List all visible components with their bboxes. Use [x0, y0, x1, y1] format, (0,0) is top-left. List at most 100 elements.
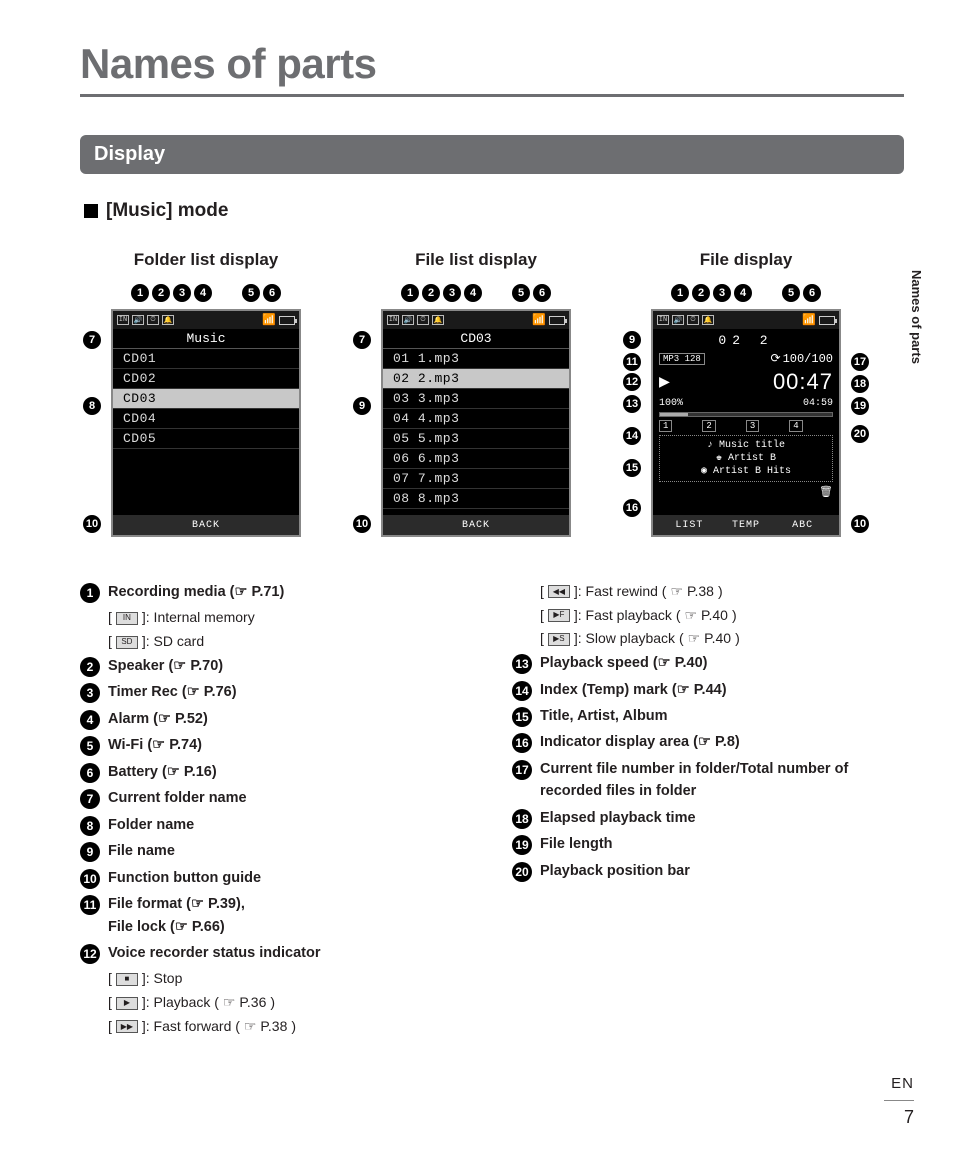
callout-5: 5: [782, 284, 800, 302]
list-row: CD02: [113, 369, 299, 389]
folder-footer: BACK: [113, 515, 299, 535]
legend-item-9: 9File name: [80, 840, 472, 862]
wifi-icon: 📶: [262, 313, 276, 327]
callout-4: 4: [194, 284, 212, 302]
legend-badge: 1: [80, 583, 100, 603]
page-footer: EN 7: [884, 1075, 914, 1128]
legend-badge: 13: [512, 654, 532, 674]
callout-2: 2: [152, 284, 170, 302]
legend-badge: 5: [80, 736, 100, 756]
callout-5: 5: [242, 284, 260, 302]
battery-icon: [279, 316, 295, 325]
legend-badge: 9: [80, 842, 100, 862]
legend-badge: 6: [80, 763, 100, 783]
mode-heading: [Music] mode: [84, 200, 904, 222]
callout-2: 2: [692, 284, 710, 302]
timer-icon: ⏱: [147, 315, 159, 325]
legend-badge: 10: [80, 869, 100, 889]
legend-item-11: 11File format (P.39),File lock (P.66): [80, 893, 472, 938]
legend-item-1: 1Recording media (P.71): [80, 581, 472, 603]
legend-sub: [SD]: SD card: [108, 631, 472, 653]
track-header: 02 2: [659, 333, 833, 348]
callout-5: 5: [512, 284, 530, 302]
legend-item-6: 6Battery (P.16): [80, 761, 472, 783]
legend-item-4: 4Alarm (P.52): [80, 708, 472, 730]
legend-item-2: 2Speaker (P.70): [80, 655, 472, 677]
mode-label: [Music] mode: [106, 200, 228, 222]
legend-badge: 14: [512, 681, 532, 701]
list-row: 01 1.mp3: [383, 349, 569, 369]
legend-sub: [▶S]: Slow playback (P.40): [540, 628, 904, 650]
legend: 1Recording media (P.71) [IN]: Internal me…: [80, 581, 904, 1040]
legend-sub: [◀◀]: Fast rewind (P.38): [540, 581, 904, 603]
legend-item-18: 18Elapsed playback time: [512, 807, 904, 829]
alarm-icon: 🔔: [162, 315, 174, 325]
list-row: CD01: [113, 349, 299, 369]
legend-badge: 4: [80, 710, 100, 730]
callout-2: 2: [422, 284, 440, 302]
filelist-caption: File list display: [352, 250, 600, 270]
callout-10b: 10: [353, 515, 371, 533]
filelist-device: IN🔊⏱🔔 📶 CD03 01 1.mp302 2.mp303 3.mp304 …: [381, 309, 571, 537]
speaker-icon: 🔊: [132, 315, 144, 325]
status-bar: IN 🔊 ⏱ 🔔 📶: [113, 311, 299, 329]
filelist-header: CD03: [383, 329, 569, 349]
file-length: 04:59: [803, 398, 833, 409]
folder-device: IN 🔊 ⏱ 🔔 📶 Music CD01CD02CD03CD04CD05 BA…: [111, 309, 301, 537]
legend-item-10: 10Function button guide: [80, 867, 472, 889]
tag-artist: Artist B: [665, 452, 827, 465]
callout-6: 6: [533, 284, 551, 302]
legend-right-col: [◀◀]: Fast rewind (P.38)[▶F]: Fast playb…: [512, 581, 904, 1040]
position-bar: [659, 412, 833, 417]
legend-item-5: 5Wi-Fi (P.74): [80, 734, 472, 756]
tag-title: Music title: [665, 439, 827, 452]
legend-left-col: 1Recording media (P.71) [IN]: Internal me…: [80, 581, 472, 1040]
legend-item-15: 15Title, Artist, Album: [512, 705, 904, 727]
legend-badge: 15: [512, 707, 532, 727]
section-heading: Display: [80, 135, 904, 174]
folder-screen-col: Folder list display 1234 56 7 8 10 IN 🔊 …: [82, 250, 330, 537]
legend-sub: [▶]: Playback (P.36): [108, 992, 472, 1014]
callout-1: 1: [131, 284, 149, 302]
play-icon: ▶: [659, 371, 670, 393]
legend-badge: 19: [512, 835, 532, 855]
legend-sub: [IN]: Internal memory: [108, 607, 472, 629]
folder-header: Music: [113, 329, 299, 349]
list-row: 02 2.mp3: [383, 369, 569, 389]
legend-badge: 8: [80, 816, 100, 836]
legend-item-12: 12Voice recorder status indicator: [80, 942, 472, 964]
folder-screen-wrap: 1234 56 7 8 10 IN 🔊 ⏱ 🔔: [111, 284, 301, 537]
callout-6: 6: [803, 284, 821, 302]
page-number: 7: [884, 1100, 914, 1128]
legend-item-13: 13Playback speed (P.40): [512, 652, 904, 674]
file-screen-col: File display 1234 56 9 11 12 13 14 15 16…: [622, 250, 870, 537]
callout-3: 3: [173, 284, 191, 302]
list-row: CD04: [113, 409, 299, 429]
screens-row: Folder list display 1234 56 7 8 10 IN 🔊 …: [82, 250, 904, 537]
legend-badge: 12: [80, 944, 100, 964]
legend-item-8: 8Folder name: [80, 814, 472, 836]
callout-1: 1: [401, 284, 419, 302]
legend-badge: 2: [80, 657, 100, 677]
callout-3: 3: [443, 284, 461, 302]
list-row: CD05: [113, 429, 299, 449]
callout-7: 7: [83, 331, 101, 349]
callout-3: 3: [713, 284, 731, 302]
legend-badge: 11: [80, 895, 100, 915]
folder-caption: Folder list display: [82, 250, 330, 270]
file-footer: LIST TEMP ABC: [653, 515, 839, 535]
legend-badge: 20: [512, 862, 532, 882]
filelist-screen-col: File list display 1234 56 7 9 10 IN🔊⏱🔔 📶: [352, 250, 600, 537]
list-row: 03 3.mp3: [383, 389, 569, 409]
playback-speed: 100%: [659, 398, 683, 409]
list-row: 08 8.mp3: [383, 489, 569, 509]
legend-badge: 18: [512, 809, 532, 829]
legend-badge: 3: [80, 683, 100, 703]
legend-item-17: 17Current file number in folder/Total nu…: [512, 758, 904, 803]
legend-sub: [▶▶]: Fast forward (P.38): [108, 1016, 472, 1038]
callout-10: 10: [83, 515, 101, 533]
language-code: EN: [884, 1075, 914, 1092]
folder-list: CD01CD02CD03CD04CD05: [113, 349, 299, 515]
legend-item-14: 14Index (Temp) mark (P.44): [512, 679, 904, 701]
file-caption: File display: [622, 250, 870, 270]
